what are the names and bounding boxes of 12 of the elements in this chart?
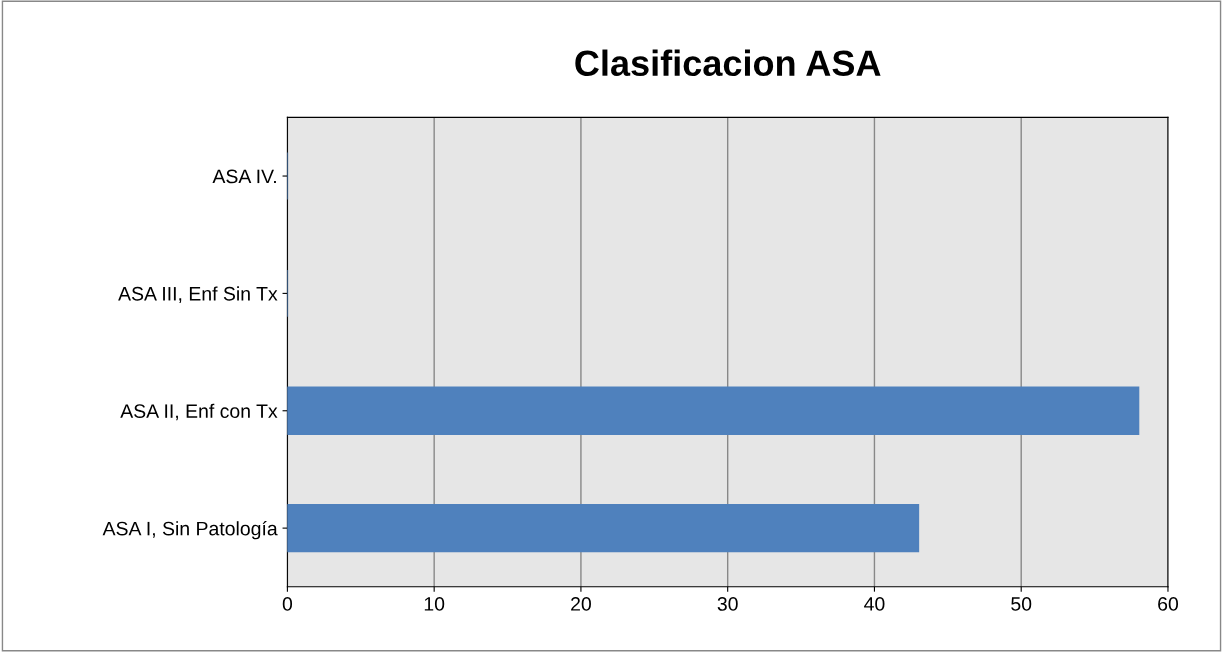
x-tick-label: 30 [717,597,738,611]
chart-title: Clasificacion ASA [575,49,881,77]
x-tick-label: 60 [1158,597,1179,611]
x-tick-label: 40 [864,597,885,611]
y-tick-label: ASA IV. [212,169,276,184]
y-tick-label: ASA II, Enf con Tx [120,403,278,421]
y-tick-label: ASA III, Enf Sin Tx [118,286,278,303]
x-tick-label: 10 [424,597,445,611]
x-tick-label: 0 [282,597,293,611]
y-tick-label: ASA I, Sin Patología [102,520,278,540]
x-tick-label: 50 [1011,597,1032,611]
x-tick-label: 20 [571,597,591,611]
